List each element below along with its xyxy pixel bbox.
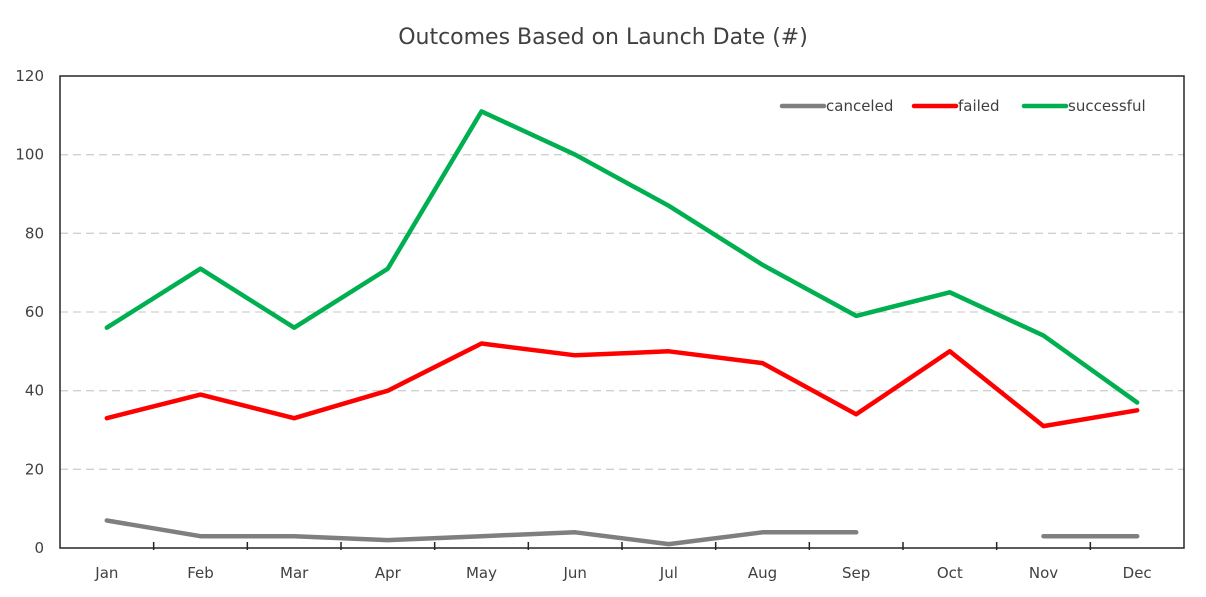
axes — [59, 75, 1185, 550]
x-tick-label: Apr — [375, 564, 402, 582]
y-tick-label: 100 — [15, 146, 44, 164]
legend: canceled failed successful — [779, 97, 1146, 115]
series-lines — [104, 109, 1140, 547]
y-tick-label: 60 — [25, 303, 44, 321]
x-tick-label: Nov — [1029, 564, 1058, 582]
legend-item-successful: successful — [1021, 97, 1146, 115]
y-tick-label: 80 — [25, 224, 44, 242]
legend-label: failed — [958, 97, 1000, 115]
y-tick-label: 0 — [34, 539, 44, 557]
y-tick-label: 120 — [15, 67, 44, 85]
legend-item-canceled: canceled — [779, 97, 893, 115]
x-axis-tick-labels: Jan Feb Mar Apr May Jun Jul Aug Sep Oct Nov Dec — [94, 564, 1151, 582]
y-tick-label: 40 — [25, 382, 44, 400]
series-line-canceled — [104, 518, 859, 547]
x-tick-label: Aug — [748, 564, 777, 582]
series-failed — [104, 341, 1140, 429]
x-tick-label: Dec — [1123, 564, 1152, 582]
x-tick-label: Feb — [187, 564, 214, 582]
legend-label: canceled — [826, 97, 893, 115]
chart-title: Outcomes Based on Launch Date (#) — [398, 25, 808, 50]
y-tick-label: 20 — [25, 460, 44, 478]
y-axis-tick-labels: 0 20 40 60 80 100 120 — [15, 67, 44, 557]
x-tick-label: Oct — [937, 564, 963, 582]
x-tick-label: Jul — [659, 564, 678, 582]
series-line-successful — [104, 109, 1140, 405]
legend-item-failed: failed — [911, 97, 1000, 115]
series-successful — [104, 109, 1140, 405]
x-tick-label: Jun — [562, 564, 586, 582]
legend-label: successful — [1068, 97, 1146, 115]
x-tick-label: May — [466, 564, 497, 582]
series-canceled — [104, 518, 1140, 547]
gridlines — [60, 154, 1184, 470]
series-line-failed — [104, 341, 1140, 429]
x-tick-label: Jan — [94, 564, 118, 582]
x-tick-label: Sep — [842, 564, 870, 582]
x-tick-label: Mar — [280, 564, 309, 582]
